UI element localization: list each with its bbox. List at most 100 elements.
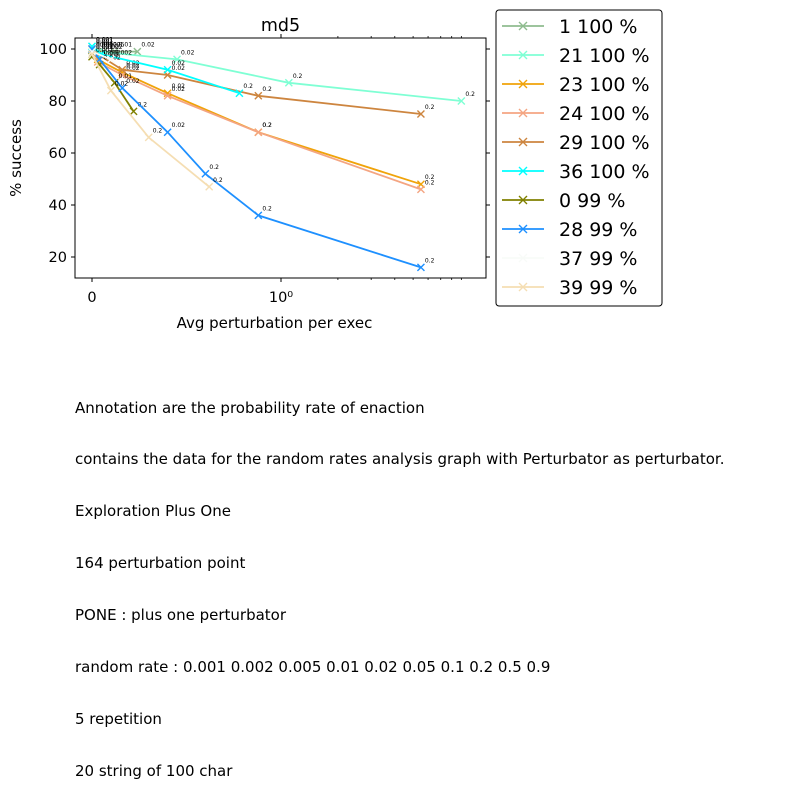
legend-swatch-marker [518,137,528,147]
x-tick-label: 0 [87,290,96,306]
data-label: 0.2 [465,91,475,98]
data-point [88,47,96,56]
data-point [133,47,142,56]
legend-swatch-marker [518,195,528,205]
data-label: 0.001 [96,36,113,43]
data-label: 0.02 [172,86,186,93]
data-point [416,185,425,194]
data-label: 0.001 [96,42,113,49]
data-label: 0.02 [126,78,140,85]
data-label: 0.2 [262,86,272,93]
caption-line: 164 perturbation point [75,554,246,573]
data-label: 0.02 [181,49,195,56]
data-label: 0.2 [262,122,272,129]
data-point [416,263,425,272]
legend-label: 24 100 % [559,103,650,125]
data-label: 0.2 [425,174,435,181]
x-axis-label: Avg perturbation per exec [177,314,373,332]
data-label: 0.2 [262,122,272,129]
data-label: 0.001 [96,47,113,54]
data-label: 0.2 [213,177,223,184]
data-label: 0.002 [102,44,119,51]
data-label: 0.01 [119,42,133,49]
data-label: 0.2 [425,104,435,111]
data-label: 0.002 [104,42,121,49]
legend-label: 0 99 % [559,190,625,212]
data-point [163,128,172,137]
legend-label: 1 100 % [559,16,638,38]
data-point [254,211,263,220]
legend-label: 29 100 % [559,132,650,154]
data-point [205,182,214,191]
legend-swatch-marker [518,253,528,263]
legend-label: 36 100 % [559,161,650,183]
x-tick-label: 10⁰ [269,290,293,306]
legend-swatch-marker [518,108,528,118]
data-label: 0.02 [172,83,186,90]
legend-label: 28 99 % [559,219,638,241]
data-point [416,110,425,118]
y-tick-label: 60 [49,146,67,162]
legend-swatch-marker [518,21,528,31]
y-tick-label: 100 [39,42,67,58]
caption-line: contains the data for the random rates a… [75,450,725,469]
legend-swatch-marker [518,50,528,60]
data-label: 0.001 [96,36,113,43]
y-tick-label: 20 [49,250,67,266]
data-label: 0.02 [126,65,140,72]
y-tick-label: 40 [49,198,67,214]
data-point [106,55,115,64]
data-label: 0.2 [138,101,148,108]
data-label: 0.002 [100,42,117,49]
legend-label: 21 100 % [559,45,650,67]
data-point [235,89,244,98]
data-point [457,97,466,105]
data-label: 0.001 [96,42,113,49]
data-point [129,107,138,116]
data-point [163,65,172,74]
data-point [106,86,115,95]
data-label: 0.002 [115,49,132,56]
data-point [163,91,172,100]
data-label: 0.02 [172,122,186,129]
data-label: 0.2 [262,205,272,212]
data-label: 0.02 [172,60,186,67]
caption-line: PONE : plus one perturbator [75,606,287,625]
data-label: 0.01 [119,73,133,80]
series-line [91,50,112,61]
data-point [118,84,127,92]
data-point [254,128,263,137]
data-label: 0.2 [243,83,253,90]
data-label: 0.002 [102,49,119,56]
data-point [88,50,96,59]
caption-line: Exploration Plus One [75,502,231,521]
data-label: 0.2 [209,164,219,171]
chart: md5 20 40 60 80 100 0 10⁰ Avg perturbation per e… [7,9,663,332]
data-point [173,55,182,64]
caption-line: 5 repetition [75,709,162,728]
caption-line: random rate : 0.001 0.002 0.005 0.01 0.0… [75,658,551,677]
series-line [91,45,240,95]
y-axis-label: % success [7,119,25,197]
data-label: 0.2 [153,127,163,134]
data-label: 0.002 [105,44,122,51]
data-point [144,133,153,142]
caption-line: 20 string of 100 char [75,761,233,780]
legend-swatch-marker [518,79,528,89]
data-label: 0.02 [126,62,140,69]
caption-block: Annotation are the probability rate of e… [75,365,725,797]
legend-swatch-marker [518,224,528,234]
data-label: 0.001 [96,44,113,51]
plot-frame [74,37,487,279]
data-label: 0.001 [96,42,113,49]
data-point [284,78,293,87]
data-point [118,65,127,74]
data-label: 0.2 [425,179,435,186]
series-line [91,45,462,102]
data-label: 0.001 [96,39,113,46]
data-label: 0.005 [107,42,124,49]
data-point [254,91,263,100]
legend-label: 39 99 % [559,277,638,299]
data-label: 0.2 [293,73,303,80]
